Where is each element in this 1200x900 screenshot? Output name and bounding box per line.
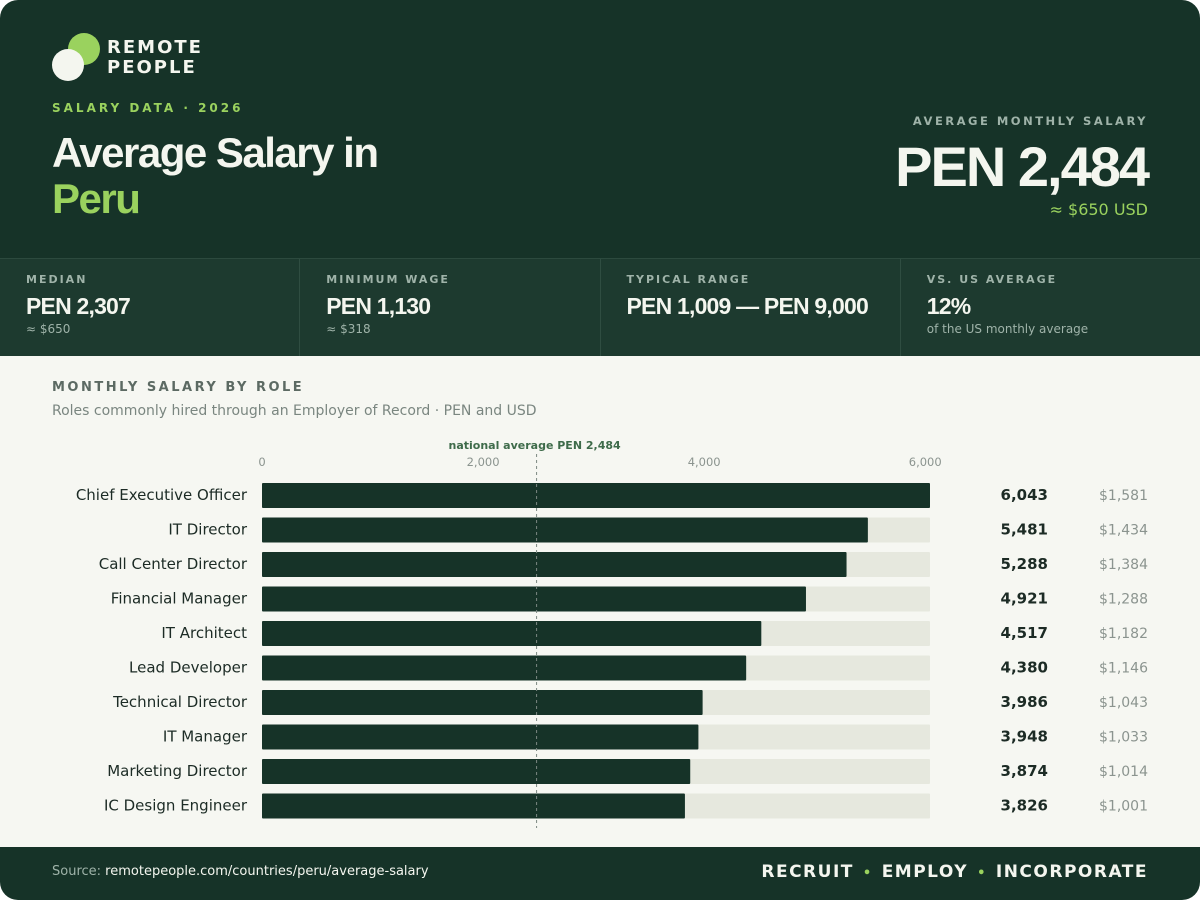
usd-value-label: $1,434 [1099, 523, 1148, 539]
tagline-incorporate: INCORPORATE [995, 862, 1148, 882]
value-label: 4,517 [1001, 624, 1048, 642]
stat-value: PEN 2,307 [26, 293, 131, 319]
tagline: RECRUIT • EMPLOY • INCORPORATE [761, 862, 1148, 882]
usd-value-label: $1,033 [1099, 730, 1148, 746]
category-label: Marketing Director [107, 762, 248, 780]
category-label: Call Center Director [99, 555, 248, 573]
category-label: Lead Developer [129, 659, 248, 677]
bar [262, 724, 699, 750]
usd-value-label: $1,288 [1099, 592, 1148, 608]
usd-value-label: $1,182 [1099, 626, 1148, 642]
bar [262, 655, 747, 681]
stat-sub: ≈ $650 [26, 322, 71, 336]
stat-label: MEDIAN [26, 273, 88, 286]
bar [262, 517, 868, 543]
value-label: 3,948 [1001, 728, 1048, 746]
stat-sub: ≈ $318 [326, 322, 371, 336]
value-label: 4,380 [1001, 659, 1048, 677]
usd-value-label: $1,001 [1099, 799, 1148, 815]
value-label: 5,288 [1001, 555, 1048, 573]
stat-value: PEN 1,130 [326, 293, 431, 319]
stat-sub: of the US monthly average [926, 322, 1089, 336]
title-line1: Average Salary in [52, 129, 379, 176]
source-prefix: Source: [52, 864, 106, 879]
x-tick-label: 4,000 [688, 455, 721, 469]
bar [262, 621, 762, 646]
eyebrow: SALARY DATA · 2026 [52, 101, 244, 115]
tagline-recruit: RECRUIT [761, 862, 854, 882]
stat-vs-us-average: VS. US AVERAGE 12% of the US monthly ave… [901, 259, 1200, 356]
category-label: Financial Manager [111, 590, 248, 608]
stat-value: 12% [926, 293, 971, 319]
stats-strip: MEDIAN PEN 2,307 ≈ $650 MINIMUM WAGE PEN… [0, 258, 1200, 356]
bar [262, 552, 847, 577]
value-label: 3,874 [1001, 762, 1048, 780]
usd-value-label: $1,581 [1099, 488, 1148, 504]
category-label: IT Architect [161, 624, 247, 642]
value-label: 3,826 [1001, 797, 1048, 815]
average-label: AVERAGE MONTHLY SALARY [912, 114, 1148, 128]
logo[interactable]: REMOTE PEOPLE [52, 32, 212, 84]
x-tick-label: 6,000 [909, 455, 942, 469]
value-label: 6,043 [1001, 486, 1048, 504]
category-label: Chief Executive Officer [76, 486, 248, 504]
category-label: Technical Director [112, 693, 248, 711]
stat-median: MEDIAN PEN 2,307 ≈ $650 [0, 259, 301, 356]
stat-label: MINIMUM WAGE [326, 273, 450, 286]
value-label: 4,921 [1001, 590, 1048, 608]
logo-mark-icon [52, 33, 100, 81]
bar [262, 690, 703, 715]
bar [262, 759, 691, 784]
category-label: IT Manager [163, 728, 248, 746]
usd-value-label: $1,014 [1099, 764, 1148, 780]
bar [262, 586, 806, 612]
logo-line2: PEOPLE [107, 57, 197, 78]
category-label: IC Design Engineer [104, 797, 248, 815]
value-label: 3,986 [1001, 693, 1048, 711]
chart-subtitle: Roles commonly hired through an Employer… [52, 403, 537, 419]
title-country: Peru [52, 175, 141, 222]
category-label: IT Director [168, 521, 247, 539]
usd-value-label: $1,146 [1099, 661, 1148, 677]
stat-minimum-wage: MINIMUM WAGE PEN 1,130 ≈ $318 [300, 259, 601, 356]
stat-label: VS. US AVERAGE [926, 273, 1058, 286]
usd-value-label: $1,384 [1099, 557, 1148, 573]
source-link[interactable]: remotepeople.com/countries/peru/average-… [105, 864, 429, 879]
x-tick-label: 2,000 [467, 455, 500, 469]
stat-value: PEN 1,009 — PEN 9,000 [626, 293, 869, 319]
footer: Source: remotepeople.com/countries/peru/… [0, 847, 1200, 900]
reference-line-label: national average PEN 2,484 [448, 439, 621, 452]
chart-title: MONTHLY SALARY BY ROLE [52, 380, 305, 395]
tagline-employ: EMPLOY [881, 862, 969, 882]
stat-label: TYPICAL RANGE [626, 273, 751, 286]
tagline-separator: • [862, 866, 873, 881]
x-tick-label: 0 [258, 455, 265, 469]
value-label: 5,481 [1001, 521, 1048, 539]
logo-wordmark: REMOTE PEOPLE [107, 38, 203, 78]
usd-value-label: $1,043 [1099, 695, 1148, 711]
bar [262, 483, 930, 508]
tagline-separator: • [977, 866, 987, 881]
average-usd: ≈ $650 USD [1049, 200, 1148, 219]
average-salary-box: AVERAGE MONTHLY SALARY PEN 2,484 ≈ $650 … [728, 114, 1150, 219]
bar [262, 793, 685, 819]
salary-bar-chart: 0 2,000 4,000 6,000 Chief Executive Officer 6… [76, 439, 1148, 828]
average-value: PEN 2,484 [895, 135, 1150, 198]
source: Source: remotepeople.com/countries/peru/… [52, 864, 429, 879]
stat-typical-range: TYPICAL RANGE PEN 1,009 — PEN 9,000 [601, 259, 901, 356]
logo-line1: REMOTE [107, 37, 203, 58]
page-title: Average Salary in Peru [52, 129, 379, 222]
header: REMOTE PEOPLE SALARY DATA · 2026 Average… [0, 0, 1200, 258]
